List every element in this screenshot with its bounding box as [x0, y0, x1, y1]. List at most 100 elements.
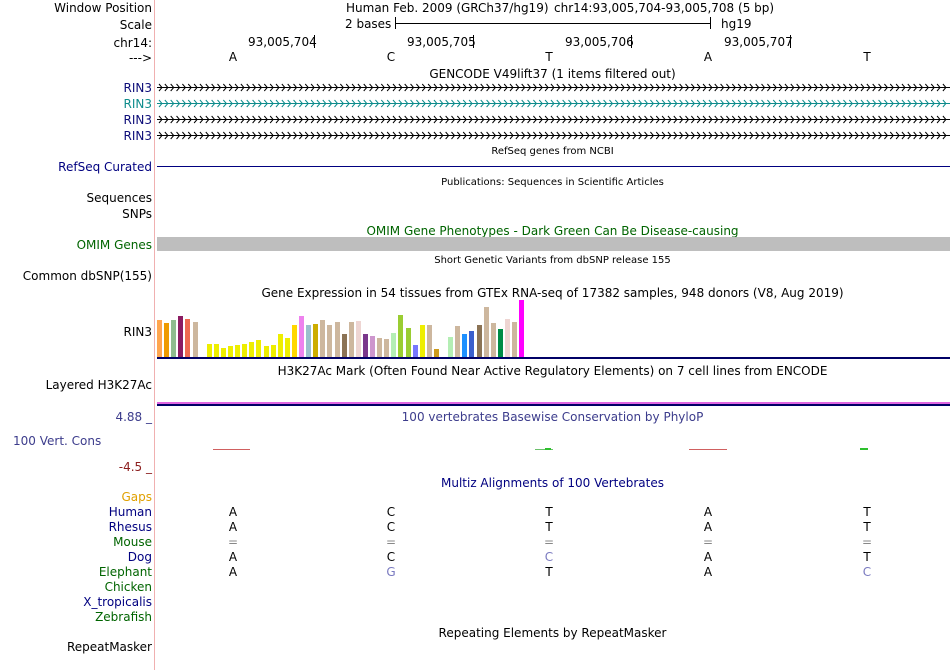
publications-track-title[interactable]: Publications: Sequences in Scientific Ar… [441, 177, 664, 188]
gtex-tissue-bar[interactable] [341, 334, 347, 357]
multiz-aligned-base: T [545, 565, 553, 579]
gtex-track-title[interactable]: Gene Expression in 54 tissues from GTEx … [261, 286, 844, 300]
gtex-tissue-bar[interactable] [256, 340, 262, 357]
gtex-tissue-bar[interactable] [199, 347, 205, 357]
phylop-track-title[interactable]: 100 vertebrates Basewise Conservation by… [401, 410, 704, 424]
h3k27ac-signal[interactable] [157, 402, 950, 404]
gtex-tissue-bar[interactable] [164, 323, 170, 357]
multiz-aligned-base: C [386, 550, 396, 564]
gtex-tissue-bar[interactable] [362, 334, 368, 357]
strand-label: ---> [128, 51, 152, 65]
gtex-tissue-bar[interactable] [313, 324, 319, 357]
gtex-tissue-bar[interactable] [469, 331, 475, 357]
gtex-tissue-bar[interactable] [483, 307, 489, 357]
gtex-tissue-bar[interactable] [235, 345, 241, 357]
gtex-tissue-bar[interactable] [299, 316, 304, 357]
gtex-tissue-bar[interactable] [377, 338, 383, 357]
gtex-tissue-bar[interactable] [490, 323, 496, 357]
gtex-tissue-bar[interactable] [284, 338, 290, 357]
gtex-tissue-bar[interactable] [370, 336, 375, 357]
gtex-tissue-bar[interactable] [192, 322, 198, 357]
gtex-tissue-bar[interactable] [355, 321, 361, 357]
gtex-tissue-bar[interactable] [441, 354, 446, 357]
multiz-species-label[interactable]: Chicken [104, 580, 152, 594]
omim-gene-bar[interactable] [157, 237, 950, 251]
scale-assembly: hg19 [721, 17, 752, 31]
gtex-tissue-bar[interactable] [384, 339, 390, 357]
gtex-tissue-bar[interactable] [157, 320, 162, 357]
multiz-aligned-base: = [385, 535, 397, 549]
gencode-transcript[interactable] [157, 115, 950, 124]
gtex-tissue-bar[interactable] [504, 319, 510, 357]
refseq-track-title[interactable]: RefSeq genes from NCBI [491, 146, 614, 157]
dbsnp-label[interactable]: Common dbSNP(155) [22, 269, 152, 283]
gtex-tissue-bar[interactable] [476, 325, 482, 357]
gtex-tissue-bar[interactable] [291, 325, 297, 357]
multiz-gaps-label[interactable]: Gaps [121, 490, 152, 504]
gtex-tissue-bar[interactable] [263, 346, 269, 357]
phylop-label[interactable]: 100 Vert. Cons [13, 434, 102, 448]
gencode-transcript[interactable] [157, 131, 950, 140]
gtex-tissue-bar[interactable] [497, 329, 503, 357]
gtex-tissue-bar[interactable] [220, 348, 226, 357]
gtex-tissue-bar[interactable] [448, 337, 454, 357]
gtex-tissue-bar[interactable] [512, 322, 517, 357]
gtex-tissue-bar[interactable] [327, 325, 333, 357]
gencode-transcript[interactable] [157, 83, 950, 92]
publications-sequences-label[interactable]: Sequences [86, 191, 152, 205]
gtex-tissue-bar[interactable] [412, 345, 418, 357]
repeatmasker-track-title[interactable]: Repeating Elements by RepeatMasker [438, 626, 667, 640]
publications-snps-label[interactable]: SNPs [122, 207, 152, 221]
gtex-tissue-bar[interactable] [334, 322, 340, 357]
gtex-tissue-bar[interactable] [228, 346, 233, 357]
gtex-tissue-bar[interactable] [178, 316, 184, 357]
gtex-tissue-bar[interactable] [462, 334, 468, 357]
refseq-label[interactable]: RefSeq Curated [58, 160, 152, 174]
gtex-tissue-bar[interactable] [398, 315, 404, 357]
gtex-tissue-bar[interactable] [249, 342, 255, 357]
gencode-item-label[interactable]: RIN3 [123, 129, 153, 143]
gtex-bar-chart[interactable] [157, 300, 537, 357]
gtex-tissue-bar[interactable] [320, 320, 326, 357]
gtex-tissue-bar[interactable] [306, 325, 312, 357]
gencode-item-label[interactable]: RIN3 [123, 113, 153, 127]
gtex-tissue-bar[interactable] [419, 325, 425, 357]
gencode-track-title[interactable]: GENCODE V49lift37 (1 items filtered out) [429, 67, 676, 81]
gtex-tissue-bar[interactable] [426, 325, 432, 357]
h3k27ac-label[interactable]: Layered H3K27Ac [45, 378, 152, 392]
gtex-tissue-bar[interactable] [185, 319, 191, 357]
refseq-gene-line[interactable] [157, 166, 950, 167]
multiz-species-label[interactable]: Human [108, 505, 152, 519]
position-text[interactable]: chr14:93,005,704-93,005,708 (5 bp) [554, 1, 775, 15]
gtex-tissue-bar[interactable] [433, 349, 439, 357]
gtex-tissue-bar[interactable] [405, 328, 411, 357]
gtex-tissue-bar[interactable] [277, 334, 283, 357]
gtex-tissue-bar[interactable] [206, 344, 212, 357]
gtex-tissue-bar[interactable] [455, 326, 461, 357]
repeatmasker-label[interactable]: RepeatMasker [66, 640, 152, 654]
gtex-tissue-bar[interactable] [519, 300, 525, 357]
multiz-species-label[interactable]: Mouse [113, 535, 152, 549]
multiz-species-label[interactable]: X_tropicalis [83, 595, 152, 609]
h3k27ac-track-title[interactable]: H3K27Ac Mark (Often Found Near Active Re… [277, 364, 828, 378]
multiz-aligned-base: C [544, 550, 554, 564]
gtex-tissue-bar[interactable] [270, 345, 276, 357]
multiz-species-label[interactable]: Dog [127, 550, 152, 564]
dbsnp-track-title[interactable]: Short Genetic Variants from dbSNP releas… [434, 255, 671, 266]
gtex-tissue-bar[interactable] [171, 320, 177, 357]
gtex-tissue-bar[interactable] [391, 333, 397, 357]
gtex-label[interactable]: RIN3 [123, 325, 153, 339]
gtex-tissue-bar[interactable] [213, 344, 219, 357]
multiz-aligned-base: A [703, 505, 713, 519]
multiz-track-title[interactable]: Multiz Alignments of 100 Vertebrates [440, 476, 665, 490]
gtex-tissue-bar[interactable] [242, 344, 248, 357]
multiz-species-label[interactable]: Elephant [98, 565, 152, 579]
gencode-item-label[interactable]: RIN3 [123, 81, 153, 95]
gencode-item-label[interactable]: RIN3 [123, 97, 153, 111]
multiz-species-label[interactable]: Zebrafish [95, 610, 152, 624]
omim-label[interactable]: OMIM Genes [76, 238, 152, 252]
gtex-tissue-bar[interactable] [348, 322, 354, 357]
omim-track-title[interactable]: OMIM Gene Phenotypes - Dark Green Can Be… [366, 224, 739, 238]
multiz-species-label[interactable]: Rhesus [108, 520, 152, 534]
gencode-transcript[interactable] [157, 99, 950, 108]
